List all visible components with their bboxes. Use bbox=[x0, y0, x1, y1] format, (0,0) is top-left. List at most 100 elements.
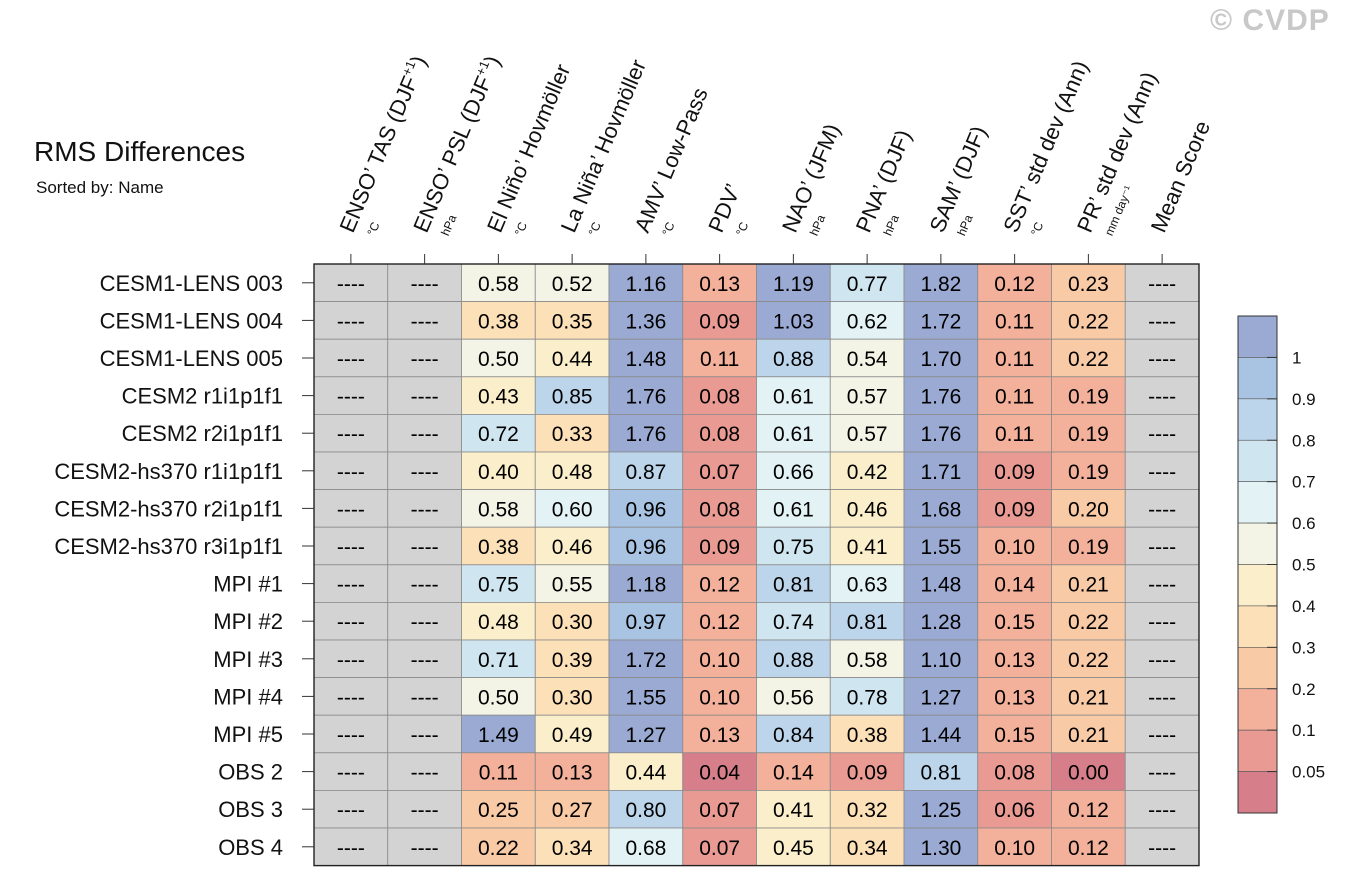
column-unit-label: °C bbox=[512, 220, 530, 238]
cell-value-label: ---- bbox=[1148, 348, 1176, 371]
colorbar-tick-label: 0.8 bbox=[1292, 431, 1316, 450]
cell-value-label: 0.96 bbox=[625, 498, 666, 521]
cell-value-label: 0.13 bbox=[552, 762, 593, 785]
column-label-group: SAM’ (DJF)hPa bbox=[924, 122, 991, 238]
colorbar-swatch bbox=[1237, 398, 1278, 441]
colorbar-tick-label: 0.05 bbox=[1292, 763, 1325, 782]
heatmap-cell bbox=[829, 639, 905, 678]
cell-value-label: 0.77 bbox=[847, 273, 888, 296]
cell-value-label: ---- bbox=[337, 799, 365, 822]
heatmap-cell bbox=[1051, 489, 1126, 528]
cell-value-label: 0.13 bbox=[994, 686, 1035, 709]
colorbar-tick-label: 0.4 bbox=[1292, 597, 1316, 616]
colorbar-tick-label: 0.7 bbox=[1292, 473, 1316, 492]
row-label: CESM2 r2i1p1f1 bbox=[122, 421, 283, 446]
cell-value-label: 0.22 bbox=[1068, 649, 1109, 672]
cell-value-label: 0.08 bbox=[994, 762, 1035, 785]
heatmap-cell bbox=[682, 413, 757, 453]
cell-value-label: 0.14 bbox=[773, 762, 814, 785]
cell-value-label: 1.70 bbox=[920, 348, 961, 371]
heatmap-cell bbox=[1124, 639, 1200, 678]
colorbar-tick-label: 0.1 bbox=[1292, 721, 1316, 740]
cell-value-label: 1.72 bbox=[920, 310, 961, 333]
cell-value-label: 0.19 bbox=[1068, 536, 1109, 559]
heatmap-cell bbox=[608, 451, 684, 490]
cell-value-label: ---- bbox=[411, 611, 439, 634]
heatmap-cell bbox=[829, 263, 905, 302]
heatmap-cell bbox=[682, 526, 757, 566]
row-label: CESM1-LENS 005 bbox=[100, 346, 283, 371]
heatmap-cell bbox=[1124, 489, 1200, 528]
cell-value-label: ---- bbox=[337, 273, 365, 296]
cell-value-label: ---- bbox=[411, 724, 439, 747]
cell-value-label: 1.76 bbox=[625, 386, 666, 409]
cell-value-label: ---- bbox=[1148, 574, 1176, 597]
colorbar-tick-label: 0.3 bbox=[1292, 638, 1316, 657]
cell-value-label: 0.12 bbox=[699, 574, 740, 597]
heatmap-cell bbox=[903, 827, 979, 866]
heatmap-cell bbox=[829, 790, 905, 829]
heatmap-cell bbox=[756, 790, 831, 829]
cell-value-label: 0.23 bbox=[1068, 273, 1109, 296]
heatmap-cell bbox=[756, 639, 831, 678]
cell-value-label: ---- bbox=[1148, 273, 1176, 296]
cell-value-label: 0.00 bbox=[1068, 762, 1109, 785]
cell-value-label: 1.27 bbox=[920, 686, 961, 709]
heatmap-cell bbox=[756, 376, 831, 415]
heatmap-cell bbox=[608, 564, 684, 603]
cell-value-label: 1.16 bbox=[625, 273, 666, 296]
heatmap-cell bbox=[1051, 677, 1126, 716]
colorbar-swatch bbox=[1237, 439, 1278, 482]
heatmap-cell bbox=[608, 376, 684, 415]
cell-value-label: ---- bbox=[411, 498, 439, 521]
heatmap-cell bbox=[977, 451, 1052, 490]
cell-value-label: 0.08 bbox=[699, 386, 740, 409]
heatmap-cell bbox=[387, 827, 462, 866]
heatmap-cell bbox=[387, 489, 462, 528]
cell-value-label: 0.45 bbox=[773, 837, 814, 860]
heatmap-cell bbox=[977, 639, 1052, 678]
cell-value-label: 0.48 bbox=[478, 611, 519, 634]
colorbar-tick-label: 0.5 bbox=[1292, 556, 1316, 575]
cell-value-label: 0.34 bbox=[847, 837, 888, 860]
cell-value-label: ---- bbox=[337, 498, 365, 521]
heatmap-cell bbox=[313, 714, 389, 754]
column-label-group: Mean Score bbox=[1146, 117, 1215, 236]
cell-value-label: 0.81 bbox=[920, 762, 961, 785]
heatmap-cell bbox=[387, 752, 462, 791]
heatmap-cell bbox=[387, 376, 462, 415]
heatmap-cell bbox=[903, 677, 979, 716]
heatmap-cell bbox=[534, 790, 610, 829]
cell-value-label: 0.22 bbox=[1068, 310, 1109, 333]
cell-value-label: 0.11 bbox=[995, 386, 1034, 409]
cell-value-label: 0.61 bbox=[773, 386, 814, 409]
cell-value-label: 0.38 bbox=[478, 310, 519, 333]
cell-value-label: ---- bbox=[411, 837, 439, 860]
cell-value-label: 0.56 bbox=[773, 686, 814, 709]
cell-value-label: ---- bbox=[411, 686, 439, 709]
colorbar-swatch bbox=[1237, 605, 1278, 648]
column-label: PNA’ (DJF) bbox=[851, 126, 917, 236]
heatmap-cell bbox=[313, 338, 389, 378]
heatmap-cell bbox=[829, 413, 905, 453]
cell-value-label: 1.68 bbox=[920, 498, 961, 521]
column-label-group: NAO’ (JFM)hPa bbox=[777, 120, 845, 238]
heatmap-cell bbox=[903, 639, 979, 678]
cell-value-label: 0.06 bbox=[994, 799, 1035, 822]
cell-value-label: 1.76 bbox=[920, 386, 961, 409]
cell-value-label: 0.10 bbox=[699, 649, 740, 672]
chart-subtitle: Sorted by: Name bbox=[36, 178, 164, 197]
cell-value-label: 0.81 bbox=[847, 611, 888, 634]
heatmap-cell bbox=[387, 639, 462, 678]
cell-value-label: ---- bbox=[1148, 649, 1176, 672]
row-label: OBS 2 bbox=[218, 760, 283, 785]
cell-value-label: 0.54 bbox=[847, 348, 888, 371]
heatmap-cell bbox=[1051, 413, 1126, 453]
cell-value-label: 1.30 bbox=[920, 837, 961, 860]
cell-value-label: ---- bbox=[337, 649, 365, 672]
cell-value-label: 0.09 bbox=[994, 498, 1035, 521]
heatmap-cell bbox=[534, 526, 610, 566]
heatmap-cell bbox=[682, 564, 757, 603]
cell-value-label: 0.52 bbox=[552, 273, 593, 296]
cell-value-label: 0.41 bbox=[847, 536, 888, 559]
